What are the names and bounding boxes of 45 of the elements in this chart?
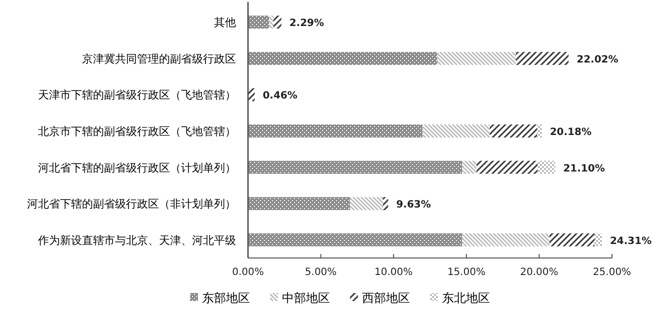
bar <box>462 233 550 246</box>
bar <box>490 124 538 138</box>
bar <box>549 233 595 246</box>
bar <box>269 16 274 29</box>
y-tick-label: 北京市下辖的副省级行政区（飞地管辖） <box>38 125 236 138</box>
x-tick-label: 0.00% <box>232 267 264 278</box>
y-tick-label: 作为新设直辖市与北京、天津、河北平级 <box>37 234 236 247</box>
bar <box>382 197 388 210</box>
bar <box>248 16 270 29</box>
legend-label: 中部地区 <box>282 291 330 305</box>
total-label: 20.18% <box>550 127 592 138</box>
bar <box>538 160 556 174</box>
bar <box>248 197 350 210</box>
x-tick-label: 15.00% <box>447 267 486 278</box>
bar <box>273 16 282 29</box>
bar <box>476 160 538 174</box>
y-tick-label: 河北省下辖的副省级行政区（非计划单列） <box>27 198 236 211</box>
total-label: 22.02% <box>576 54 618 66</box>
y-tick-label: 京津冀共同管理的副省级行政区 <box>82 52 236 66</box>
legend-label: 东部地区 <box>202 291 250 305</box>
x-tick-label: 25.00% <box>592 267 632 278</box>
x-tick-label: 20.00% <box>520 267 558 278</box>
x-tick-label: 5.00% <box>304 267 337 278</box>
legend-label: 西部地区 <box>362 291 410 305</box>
bar <box>248 160 462 174</box>
bar <box>462 160 477 174</box>
legend-label: 东北地区 <box>442 291 490 305</box>
y-tick-label: 其他 <box>214 16 236 30</box>
bar <box>537 124 542 138</box>
bar <box>594 233 602 246</box>
total-label: 24.31% <box>610 236 652 247</box>
bar <box>516 52 569 65</box>
total-label: 0.46% <box>262 90 298 102</box>
total-label: 2.29% <box>289 18 324 30</box>
y-tick-label: 天津市下辖的副省级行政区（飞地管辖） <box>38 88 236 102</box>
y-tick-label: 河北省下辖的副省级行政区（计划单列） <box>38 161 236 174</box>
bar <box>248 124 423 138</box>
bar <box>350 197 383 210</box>
bar <box>437 52 516 65</box>
bar <box>248 52 438 65</box>
total-label: 9.63% <box>396 200 431 211</box>
bar <box>248 233 462 246</box>
total-label: 21.10% <box>563 163 605 174</box>
x-tick-label: 10.00% <box>374 267 413 278</box>
bar <box>422 124 490 138</box>
